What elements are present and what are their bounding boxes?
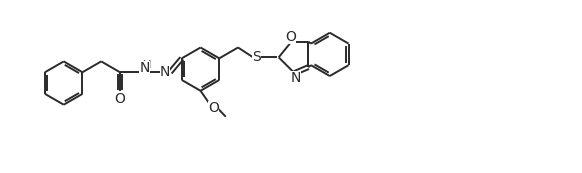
Text: N: N [139, 61, 150, 75]
Text: O: O [115, 92, 125, 106]
Text: N: N [160, 65, 171, 79]
Text: N: N [290, 71, 301, 85]
Text: O: O [208, 101, 219, 115]
Text: S: S [251, 50, 260, 64]
Text: O: O [285, 30, 296, 44]
Text: H: H [143, 60, 152, 70]
